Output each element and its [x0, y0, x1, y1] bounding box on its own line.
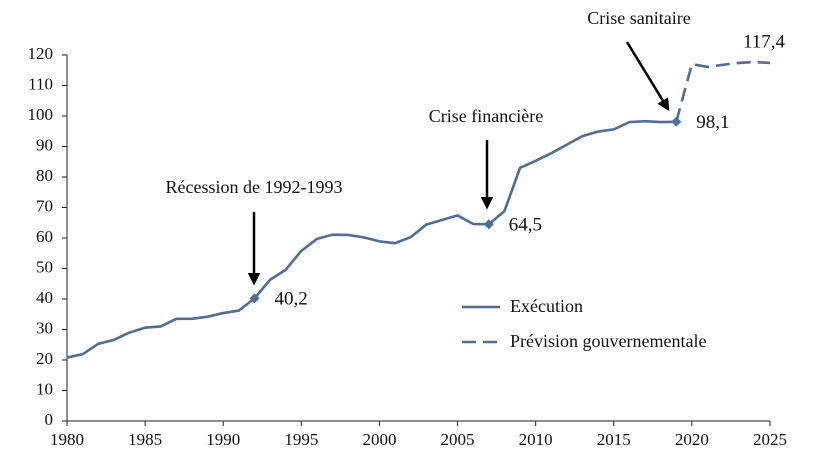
x-tick-label: 2015	[597, 430, 631, 449]
y-tick-label: 80	[36, 166, 53, 185]
y-tick-label: 0	[45, 410, 54, 429]
x-tick-label: 1995	[284, 430, 318, 449]
series-line	[675, 60, 771, 123]
y-tick-label: 10	[36, 379, 53, 398]
x-tick-label: 2020	[675, 430, 709, 449]
y-tick-label: 30	[36, 318, 53, 337]
value-label: 64,5	[509, 215, 542, 236]
y-tick-label: 110	[28, 74, 53, 93]
value-label: 40,2	[274, 289, 307, 310]
data-point	[249, 293, 260, 304]
annotation: Récession de 1992-1993	[166, 177, 343, 197]
y-tick-label: 40	[36, 288, 53, 307]
x-tick-label: 1980	[50, 430, 84, 449]
x-tick-label: 2005	[441, 430, 475, 449]
y-tick-label: 50	[36, 257, 53, 276]
series-line	[66, 119, 677, 359]
annotation: Crise sanitaire	[587, 8, 690, 28]
x-tick-label: 1985	[128, 430, 162, 449]
x-tick-label: 1990	[206, 430, 240, 449]
value-label: 98,1	[696, 112, 729, 133]
legend-label: Exécution	[510, 296, 583, 316]
y-tick-label: 20	[36, 349, 53, 368]
y-tick-label: 60	[36, 227, 53, 246]
y-tick-label: 120	[28, 44, 54, 63]
x-tick-label: 2000	[362, 430, 396, 449]
data-point	[483, 219, 494, 230]
legend-label: Prévision gouvernementale	[510, 331, 706, 351]
y-tick-label: 70	[36, 196, 53, 215]
annotation-arrow	[625, 41, 670, 112]
annotation: Crise financière	[429, 106, 543, 126]
y-tick-label: 90	[36, 135, 53, 154]
x-tick-label: 2010	[519, 430, 553, 449]
value-label: 117,4	[743, 31, 786, 52]
y-tick-label: 100	[28, 105, 54, 124]
x-tick-label: 2025	[753, 430, 787, 449]
